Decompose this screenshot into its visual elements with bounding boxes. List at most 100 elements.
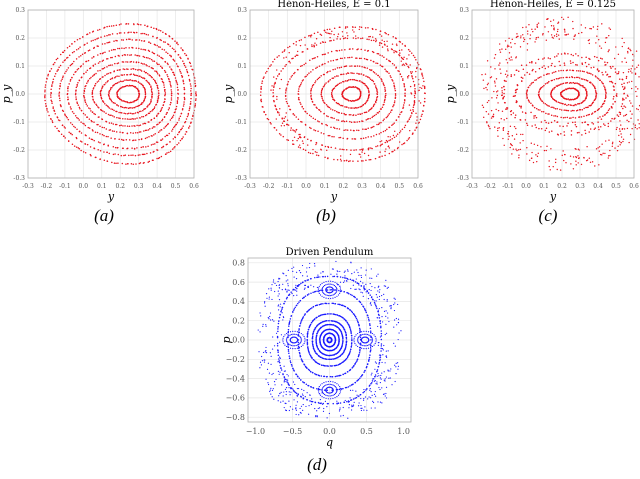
data-point [626, 120, 627, 121]
data-point [526, 123, 528, 125]
data-point [82, 63, 84, 65]
data-point [343, 129, 345, 131]
data-point [317, 79, 319, 81]
data-point [630, 134, 631, 135]
data-point [260, 362, 261, 363]
data-point [522, 77, 524, 79]
data-point [287, 382, 288, 383]
data-point [121, 39, 123, 41]
data-point [48, 115, 50, 117]
data-point [495, 85, 496, 86]
data-point [331, 359, 333, 361]
data-point [378, 314, 380, 316]
data-point [144, 154, 146, 156]
data-point [273, 95, 275, 97]
data-point [571, 134, 573, 136]
data-point [396, 45, 397, 46]
data-point [61, 79, 63, 81]
data-point [556, 36, 557, 37]
data-point [356, 282, 358, 284]
data-point [134, 148, 136, 150]
data-point [517, 85, 519, 87]
data-point [506, 76, 507, 77]
data-point [613, 96, 615, 98]
data-point [385, 95, 387, 97]
data-point [407, 77, 408, 78]
data-point [624, 57, 625, 58]
data-point [344, 331, 346, 333]
data-point [279, 362, 281, 364]
data-point [420, 119, 422, 121]
data-point [345, 372, 347, 374]
data-point [369, 118, 371, 120]
data-point [352, 29, 353, 30]
data-point [608, 126, 610, 128]
data-point [273, 373, 274, 374]
data-point [336, 111, 338, 113]
data-point [176, 81, 178, 83]
data-point [423, 81, 425, 83]
data-point [532, 70, 534, 72]
data-point [140, 111, 142, 113]
data-point [274, 381, 275, 382]
data-point [310, 116, 312, 118]
data-point [375, 87, 377, 89]
data-point [330, 126, 332, 128]
data-point [332, 313, 334, 315]
data-point [87, 116, 89, 118]
data-point [386, 41, 387, 42]
data-point [365, 75, 367, 77]
data-point [497, 102, 498, 103]
data-point [313, 306, 315, 308]
data-point [341, 149, 343, 151]
data-point [311, 99, 313, 101]
data-point [64, 127, 66, 129]
data-point [394, 137, 396, 139]
data-point [54, 75, 56, 77]
data-point [559, 125, 561, 127]
data-point [195, 99, 197, 101]
data-point [338, 112, 340, 114]
y-tick-label: 0.0 [459, 91, 469, 98]
data-point [87, 69, 89, 71]
data-point [334, 276, 336, 278]
data-point [624, 88, 626, 90]
data-point [114, 116, 116, 118]
data-point [302, 51, 304, 53]
data-point [300, 283, 302, 285]
data-point [632, 105, 633, 106]
data-point [97, 70, 99, 72]
data-point [416, 116, 417, 117]
data-point [288, 324, 290, 326]
data-point [324, 29, 326, 31]
data-point [295, 44, 296, 45]
data-point [572, 70, 574, 72]
data-point [322, 404, 323, 405]
data-point [311, 357, 313, 359]
data-point [537, 27, 538, 28]
data-point [310, 152, 312, 154]
data-point [284, 120, 286, 122]
data-point [362, 128, 364, 130]
data-point [298, 118, 300, 120]
data-point [161, 67, 163, 69]
data-point [370, 388, 371, 389]
data-point [610, 120, 612, 122]
data-point [367, 99, 369, 101]
data-point [161, 139, 163, 141]
data-point [346, 343, 348, 345]
data-point [158, 46, 160, 48]
data-point [291, 365, 293, 367]
data-point [567, 53, 569, 55]
data-point [95, 73, 97, 75]
data-point [368, 136, 370, 138]
data-point [348, 386, 350, 388]
data-point [593, 101, 595, 103]
data-point [487, 84, 488, 85]
data-point [292, 113, 294, 115]
data-point [183, 63, 185, 65]
data-point [626, 76, 627, 77]
data-point [93, 48, 95, 50]
data-point [305, 124, 307, 126]
data-point [157, 102, 159, 104]
